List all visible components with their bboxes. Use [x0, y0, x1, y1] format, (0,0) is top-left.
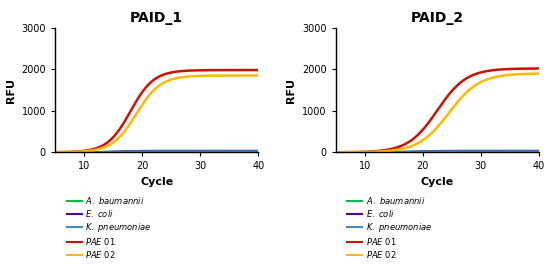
Legend: $\it{A.\ baumannii}$, $\it{E.\ coli}$, $\it{K.\ pneumoniae}$, $\it{PAE\ 01}$, $\: $\it{A.\ baumannii}$, $\it{E.\ coli}$, $… — [344, 191, 435, 263]
Title: PAID_1: PAID_1 — [130, 11, 183, 25]
X-axis label: Cycle: Cycle — [421, 177, 454, 187]
Y-axis label: RFU: RFU — [287, 78, 296, 102]
Title: PAID_2: PAID_2 — [411, 11, 464, 25]
Y-axis label: RFU: RFU — [6, 78, 16, 102]
X-axis label: Cycle: Cycle — [140, 177, 173, 187]
Legend: $\it{A.\ baumannii}$, $\it{E.\ coli}$, $\it{K.\ pneumoniae}$, $\it{PAE\ 01}$, $\: $\it{A.\ baumannii}$, $\it{E.\ coli}$, $… — [63, 191, 155, 263]
